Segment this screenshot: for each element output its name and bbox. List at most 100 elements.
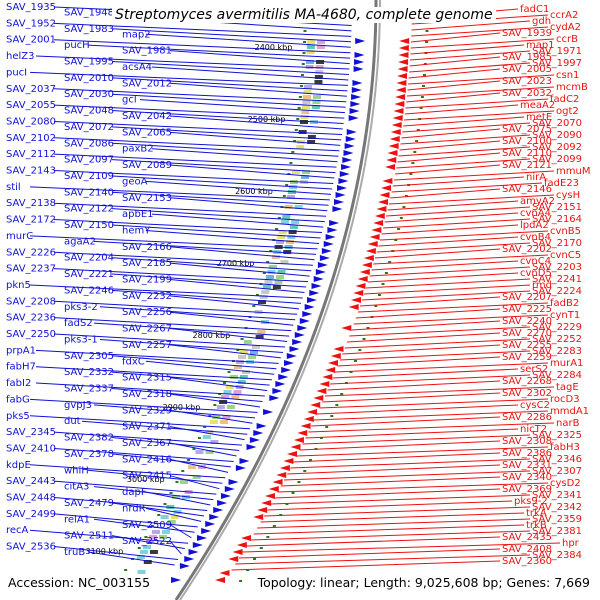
genome-backbone-inner [179, 0, 381, 600]
right-gene-label: SAV_2283 [532, 346, 582, 357]
left-strand-arrow [184, 556, 195, 562]
left-strand-arrow [349, 108, 360, 114]
left-strand-arrow [275, 381, 286, 387]
tick-dot [319, 437, 323, 439]
right-gene-label: SAV_2207 [502, 292, 552, 303]
feature-block [316, 60, 324, 64]
feature-block [160, 515, 169, 519]
left-gene-connector [169, 262, 310, 277]
left-gene-connector [53, 88, 347, 103]
left-gene-label: SAV_2102 [6, 133, 56, 144]
left-gene-connector [53, 333, 286, 348]
left-gene-connector [111, 159, 336, 174]
right-strand-arrow [388, 143, 399, 149]
tick-dot [282, 195, 286, 197]
left-gene-label: SAV_2479 [64, 498, 114, 509]
left-gene-connector [145, 229, 320, 244]
left-gene-label: SAV_1935 [6, 2, 56, 13]
right-gene-connector [405, 98, 549, 109]
right-gene-label: SAV_2090 [532, 130, 582, 141]
left-gene-label: SAV_2345 [6, 427, 56, 438]
left-strand-arrow [309, 290, 320, 296]
right-gene-label: SAV_2286 [502, 412, 552, 423]
right-strand-arrow [394, 101, 405, 107]
feature-block [220, 420, 228, 424]
left-gene-connector [169, 82, 347, 97]
tick-dot [421, 85, 425, 87]
right-strand-arrow [399, 38, 410, 44]
left-gene-connector [29, 71, 348, 86]
right-strand-arrow [369, 234, 380, 240]
tick-dot [294, 129, 298, 131]
left-strand-arrow [335, 192, 346, 198]
left-gene-label: SAV_2509 [122, 520, 172, 531]
left-strand-arrow [239, 458, 250, 464]
left-gene-label: SAV_1983 [64, 24, 114, 35]
feature-block [202, 435, 211, 439]
feature-block [277, 270, 286, 274]
right-gene-connector [378, 236, 519, 247]
right-gene-label: cvnC4 [520, 256, 551, 267]
tick-dot [299, 85, 303, 87]
tick-dot [192, 448, 196, 450]
tick-dot [289, 162, 293, 164]
left-gene-label: SAV_2250 [6, 329, 56, 340]
tick-dot [227, 371, 231, 373]
right-gene-label: SAV_2308 [502, 436, 552, 447]
left-gene-label: SAV_2415 [122, 471, 172, 482]
right-gene-connector [337, 356, 501, 367]
ruler-label: 2900 kbp [163, 403, 201, 412]
right-gene-connector [335, 362, 549, 373]
left-gene-connector [145, 507, 202, 522]
left-strand-arrow [345, 136, 356, 142]
right-gene-connector [332, 368, 519, 379]
left-gene-connector [151, 213, 324, 228]
feature-block [296, 145, 305, 149]
feature-block [306, 45, 315, 49]
feature-block [291, 170, 300, 174]
left-gene-label: SAV_2010 [64, 73, 114, 84]
right-gene-connector [381, 224, 519, 235]
feature-block [139, 550, 148, 554]
feature-block [148, 535, 157, 539]
left-gene-label: fdxC [122, 356, 145, 367]
left-gene-connector [169, 393, 261, 408]
left-gene-connector [29, 464, 226, 479]
right-gene-connector [235, 554, 531, 565]
left-gene-connector [111, 77, 348, 92]
right-gene-label: SAV_2202 [502, 244, 552, 255]
left-gene-connector [169, 50, 350, 65]
right-gene-connector [280, 476, 501, 487]
left-gene-label: SAV_2199 [122, 275, 172, 286]
left-strand-arrow [269, 395, 280, 401]
left-strand-arrow [249, 437, 260, 443]
tick-dot [422, 74, 426, 76]
feature-block [192, 475, 201, 479]
tick-dot [402, 206, 406, 208]
left-strand-arrow [339, 171, 350, 177]
left-gene-label: SAV_2232 [122, 291, 172, 302]
right-strand-arrow [330, 353, 341, 359]
right-gene-connector [393, 170, 555, 181]
tick-dot [186, 459, 190, 461]
right-gene-label: SAV_2151 [532, 202, 582, 213]
feature-block [291, 220, 300, 224]
tick-dot [362, 338, 366, 340]
tick-dot [255, 294, 259, 296]
left-gene-label: fabH7 [6, 362, 36, 373]
left-gene-connector [169, 164, 335, 179]
right-gene-label: SAV_2381 [532, 526, 582, 537]
right-gene-label: rmd [532, 280, 552, 291]
left-gene-label: nrdR [122, 503, 146, 514]
left-gene-connector [111, 371, 270, 386]
feature-block [282, 215, 291, 219]
left-strand-arrow [246, 444, 257, 450]
feature-block [222, 415, 231, 419]
left-strand-arrow [354, 52, 365, 58]
left-strand-arrow [171, 577, 182, 583]
tick-dot [262, 272, 266, 274]
left-gene-connector [93, 518, 195, 533]
tick-dot [252, 305, 256, 307]
right-gene-connector [392, 176, 525, 187]
left-gene-connector [111, 126, 342, 141]
